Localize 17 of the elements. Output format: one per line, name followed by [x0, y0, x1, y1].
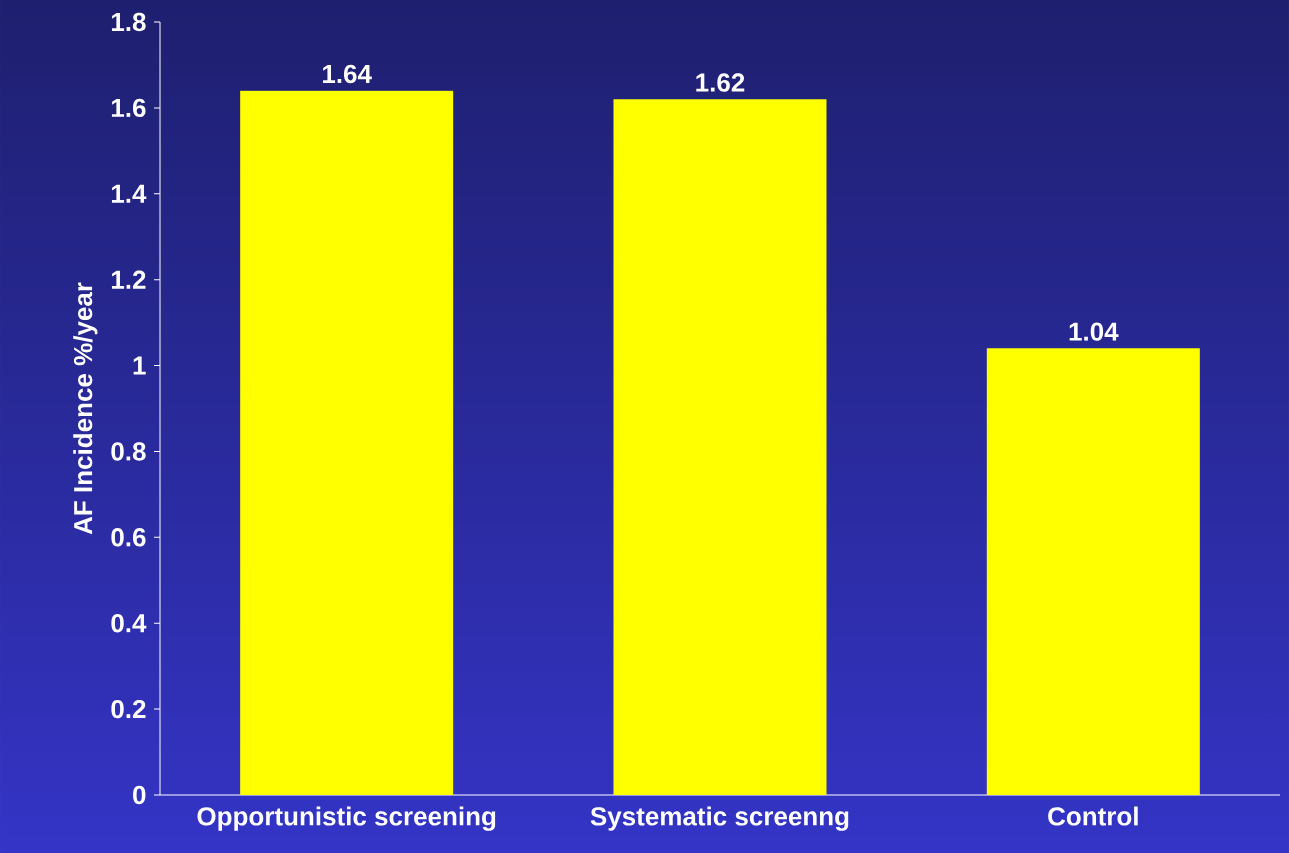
y-tick-label: 1.4 — [111, 184, 147, 203]
data-label: 1.64 — [323, 64, 372, 84]
y-tick-label: 1 — [133, 356, 146, 375]
data-label: 1.04 — [1069, 322, 1119, 341]
y-tick-label: 0.2 — [111, 699, 146, 719]
y-tick-label: 0.4 — [111, 614, 147, 633]
x-tick-label: Systematic screenng — [590, 806, 849, 831]
x-tick-label: Control — [1048, 806, 1138, 826]
y-tick-label: 0.6 — [111, 528, 146, 547]
data-label: 1.62 — [696, 73, 745, 92]
y-tick-label: 1.6 — [111, 98, 146, 118]
y-tick-label: 0.8 — [111, 442, 146, 461]
x-tick-label: Opportunistic screening — [197, 806, 496, 831]
y-axis-title: AF Incidence %/year — [73, 282, 98, 535]
y-tick-label: 1.8 — [111, 12, 146, 32]
y-tick-label: 1.2 — [111, 270, 146, 289]
y-tick-label: 0 — [133, 785, 146, 805]
